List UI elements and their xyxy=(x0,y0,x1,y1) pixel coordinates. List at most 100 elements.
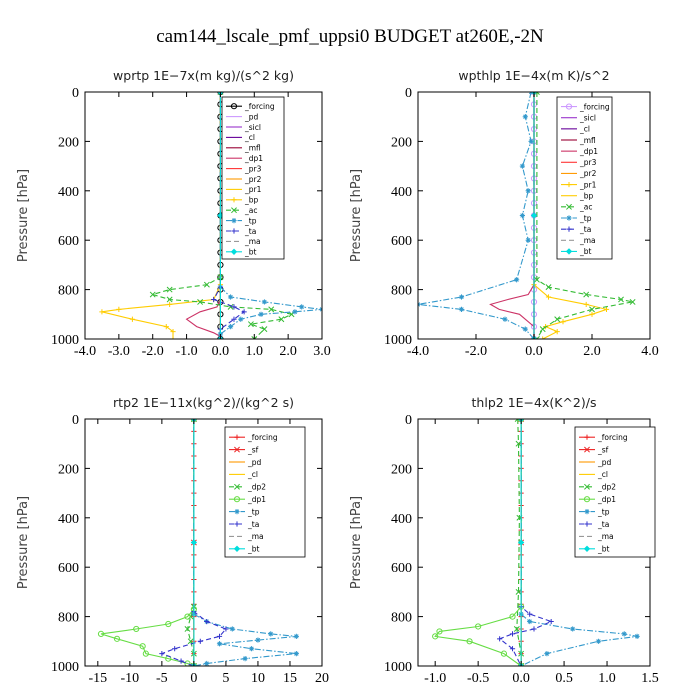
data-point xyxy=(525,237,531,243)
legend-label: _ta xyxy=(247,520,259,529)
data-point xyxy=(133,625,140,633)
x-tick-label: -3.0 xyxy=(108,344,130,359)
data-point xyxy=(509,631,516,637)
legend-marker xyxy=(566,226,572,232)
legend-marker xyxy=(584,521,590,527)
legend-marker xyxy=(233,496,241,503)
x-tick-label: 15 xyxy=(283,671,297,686)
data-point xyxy=(522,114,528,120)
series-line-dp1 xyxy=(100,419,195,666)
data-point xyxy=(190,539,198,546)
y-tick-label: 600 xyxy=(391,234,412,249)
legend-label: _ac xyxy=(244,206,257,215)
legend-label: _pr1 xyxy=(579,180,597,189)
data-point xyxy=(432,633,439,640)
legend-label: _dp2 xyxy=(597,483,616,492)
data-point xyxy=(231,316,237,322)
data-point xyxy=(515,440,522,447)
data-point xyxy=(204,618,210,625)
x-tick-label: 1.0 xyxy=(246,344,264,359)
legend-label: _dp1 xyxy=(579,147,598,156)
legend-label: _cl xyxy=(579,125,590,134)
legend-label: _ma xyxy=(597,532,614,541)
data-point xyxy=(278,316,285,323)
legend-marker xyxy=(584,446,590,453)
data-point xyxy=(629,298,636,305)
data-point xyxy=(293,651,299,657)
legend-label: _pr1 xyxy=(244,185,262,194)
y-axis-label: Pressure [hPa] xyxy=(349,169,364,262)
x-tick-label: -2.0 xyxy=(465,344,487,359)
legend-label: _pd xyxy=(247,458,262,467)
legend-label: _forcing xyxy=(244,102,275,111)
x-tick-label: -1.0 xyxy=(424,671,446,686)
data-point xyxy=(554,316,561,323)
x-tick-label: 4.0 xyxy=(641,344,659,359)
series-line-dp1 xyxy=(434,419,522,666)
panel-title: wpthlp 1E−4x(m K)/s^2 xyxy=(458,68,609,83)
legend-marker xyxy=(231,207,237,214)
data-point xyxy=(170,336,176,339)
legend-marker xyxy=(234,483,240,490)
x-tick-label: -10 xyxy=(121,671,140,686)
data-point xyxy=(99,309,105,315)
data-point xyxy=(583,291,590,298)
data-point xyxy=(165,620,172,628)
x-tick-label: 0.0 xyxy=(512,671,530,686)
legend-box xyxy=(574,426,656,558)
x-tick-label: -4.0 xyxy=(407,344,429,359)
x-tick-label: -1.0 xyxy=(175,344,197,359)
legend-label: _sf xyxy=(597,445,609,454)
legend-marker xyxy=(234,521,240,527)
data-point xyxy=(560,319,566,325)
legend-label: _forcing xyxy=(247,433,278,442)
legend-label: _ta xyxy=(597,520,609,529)
legend-box xyxy=(224,426,306,558)
y-tick-label: 600 xyxy=(58,561,79,576)
legend-marker xyxy=(583,545,591,552)
series-line-bp xyxy=(101,92,221,339)
data-point xyxy=(603,306,610,312)
data-point xyxy=(545,294,552,300)
data-point xyxy=(527,618,533,625)
data-point xyxy=(178,658,184,664)
data-point xyxy=(527,611,533,617)
legend-label: _bp xyxy=(579,192,594,201)
data-point xyxy=(531,626,537,632)
legend-marker xyxy=(584,434,590,440)
y-tick-label: 1000 xyxy=(51,660,79,675)
data-point xyxy=(293,633,299,639)
data-point xyxy=(436,628,443,635)
legend-label: _bt xyxy=(247,545,260,554)
legend-label: _tp xyxy=(244,216,257,225)
data-point xyxy=(509,646,516,652)
panel-title: thlp2 1E−4x(K^2)/s xyxy=(472,395,597,410)
y-axis-label: Pressure [hPa] xyxy=(16,169,31,262)
legend-label: _bt xyxy=(597,545,610,554)
x-tick-label: 1.5 xyxy=(641,671,659,686)
data-point xyxy=(519,163,525,169)
chart-panel: wpthlp 1E−4x(m K)/s^2 Pressure [hPa] -4.0 -… xyxy=(349,68,659,359)
data-point xyxy=(238,316,244,322)
legend-label: _dp1 xyxy=(597,495,616,504)
legend-marker xyxy=(231,228,237,234)
data-point xyxy=(500,650,508,657)
data-point xyxy=(166,286,173,293)
data-point xyxy=(466,638,473,645)
chart-panel: wprtp 1E−7x(m kg)/(s^2 kg) Pressure [hPa]… xyxy=(16,68,331,359)
data-point xyxy=(116,306,122,312)
figure-title: cam144_lscale_pmf_uppsi0 BUDGET at260E,-… xyxy=(156,26,544,47)
y-tick-label: 400 xyxy=(391,512,412,527)
legend-label: _pr3 xyxy=(244,164,262,173)
x-tick-label: 0.5 xyxy=(555,671,573,686)
legend-label: _pr3 xyxy=(579,158,597,167)
data-point xyxy=(268,306,275,313)
panel-title: wprtp 1E−7x(m kg)/(s^2 kg) xyxy=(113,68,294,83)
chart-panel: rtp2 1E−11x(kg^2)/(kg^2 s) Pressure [hPa]… xyxy=(16,395,329,686)
series-line-ta xyxy=(160,419,227,666)
legend-marker xyxy=(231,197,237,203)
data-point xyxy=(172,646,178,652)
x-tick-label: 3.0 xyxy=(313,344,331,359)
y-tick-label: 800 xyxy=(391,611,412,626)
data-point xyxy=(583,301,589,308)
